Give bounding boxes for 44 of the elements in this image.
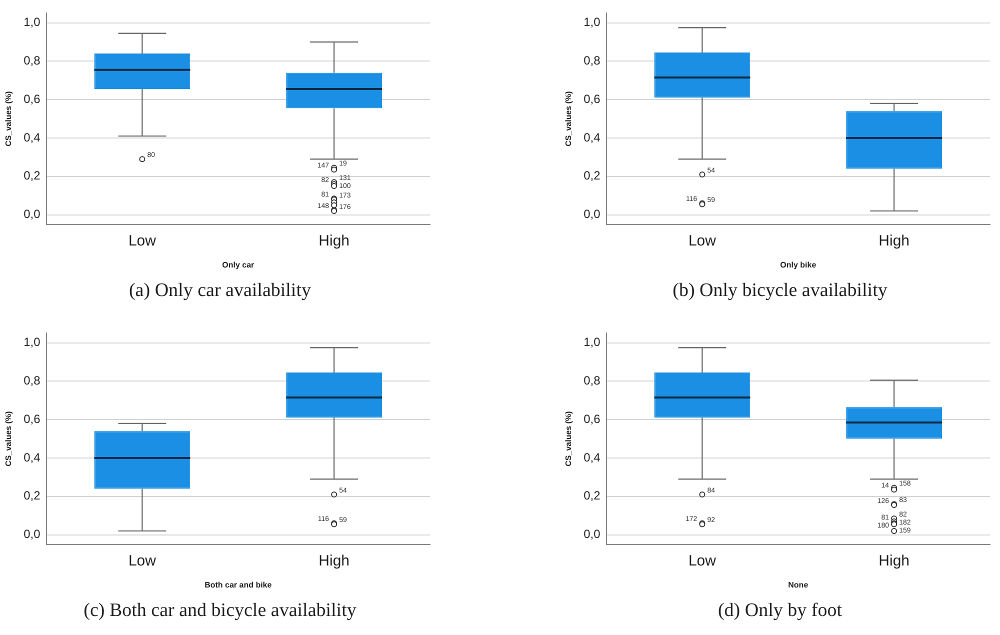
x-tick-label: High [318, 232, 350, 250]
y-tick-label: 1,0 [24, 15, 41, 30]
y-tick-label: 0,6 [24, 412, 41, 426]
y-tick-label: 0,6 [24, 92, 41, 106]
y-axis-title: CS_values (%) [564, 410, 574, 466]
x-tick-label: Low [128, 552, 156, 570]
y-tick-label: 0,2 [584, 488, 601, 503]
y-tick-label: 0,0 [584, 527, 601, 542]
y-tick-label: 0,4 [584, 450, 601, 464]
y-tick-label: 0,2 [584, 168, 601, 183]
y-axis-title: CS_values (%) [564, 90, 574, 146]
y-tick-label: 1,0 [584, 15, 601, 30]
y-tick-label: 0,6 [584, 412, 601, 426]
y-tick-label: 0,4 [24, 450, 41, 464]
y-tick-label: 0,4 [24, 130, 41, 144]
x-tick-label: Low [128, 232, 156, 250]
text: (b) Only bicycle availability [672, 280, 888, 302]
text: (d) Only by foot [716, 600, 843, 622]
y-tick-label: 0,0 [584, 207, 601, 222]
y-tick-label: 0,0 [24, 527, 41, 542]
x-tick-label: Low [688, 232, 716, 250]
y-tick-label: 0,2 [24, 488, 41, 503]
x-axis-title: Only car [222, 260, 254, 270]
x-axis-title: Both car and bike [204, 580, 272, 590]
y-axis-title: CS_values (%) [4, 410, 14, 466]
x-axis-title: None [788, 580, 809, 590]
x-tick-label: High [318, 552, 350, 570]
y-tick-label: 0,4 [584, 130, 601, 144]
y-tick-label: 0,2 [24, 168, 41, 183]
y-tick-label: 0,8 [584, 54, 601, 68]
y-tick-label: 0,8 [24, 54, 41, 68]
y-tick-label: 0,8 [24, 374, 41, 388]
x-tick-label: High [878, 232, 910, 250]
text: (c) Both car and bicycle availability [82, 600, 358, 622]
x-tick-label: High [878, 552, 910, 570]
y-tick-label: 0,6 [584, 92, 601, 106]
x-axis-title: Only bike [780, 260, 817, 270]
text: (a) Only car availability [128, 280, 312, 302]
y-tick-label: 1,0 [24, 335, 41, 350]
y-axis-title: CS_values (%) [4, 90, 14, 146]
x-tick-label: Low [688, 552, 716, 570]
y-tick-label: 0,0 [24, 207, 41, 222]
y-tick-label: 1,0 [584, 335, 601, 350]
y-tick-label: 0,8 [584, 374, 601, 388]
